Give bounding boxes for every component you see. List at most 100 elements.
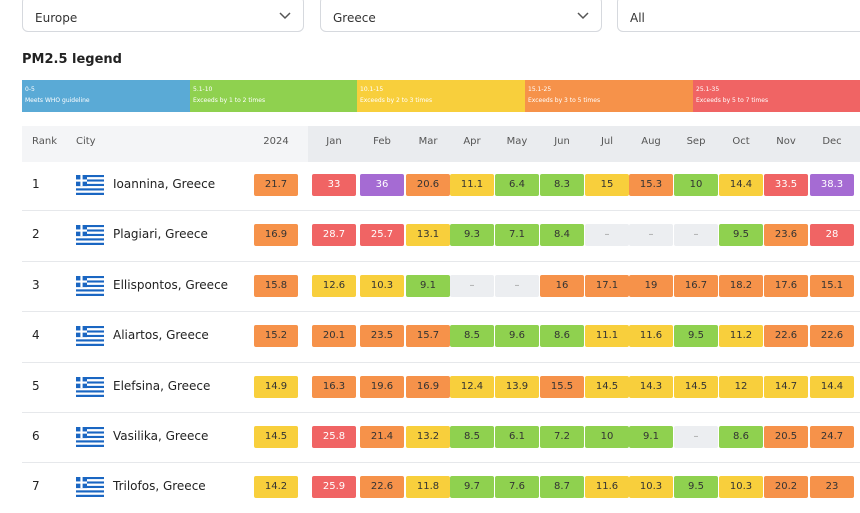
month-value: 7.1 [495, 224, 539, 247]
month-value: 24.7 [810, 426, 854, 448]
annual-value: 15.8 [254, 274, 298, 297]
column-header: Dec [822, 136, 842, 147]
row-divider [22, 210, 860, 212]
month-value: – [585, 224, 629, 247]
month-value: 23.6 [764, 224, 808, 247]
column-header: Feb [373, 136, 391, 147]
month-value: 38.3 [810, 174, 854, 196]
annual-value: 14.2 [254, 476, 298, 499]
city-filter[interactable]: All [617, 0, 860, 32]
legend-range: 5.1-10 [193, 86, 213, 93]
column-header: City [76, 136, 96, 147]
month-value: 36 [360, 174, 404, 196]
column-header: Oct [732, 136, 750, 147]
month-value: 21.4 [360, 426, 404, 448]
row-divider [22, 260, 860, 262]
row-divider [22, 361, 860, 363]
month-value: 28 [810, 224, 854, 247]
annual-value: 21.7 [254, 174, 298, 196]
month-value: 9.6 [495, 325, 539, 348]
month-value: 9.5 [674, 476, 718, 499]
rank: 3 [32, 277, 40, 292]
month-value: 16.9 [406, 375, 450, 398]
month-value: 7.6 [495, 476, 539, 499]
month-value: 7.2 [540, 426, 584, 448]
annual-value: 14.5 [254, 426, 298, 448]
column-header: May [506, 136, 528, 147]
city: Ellispontos, Greece [113, 277, 229, 292]
legend-range: 0-5 [25, 86, 35, 93]
month-value: 20.6 [406, 174, 450, 196]
month-value: 15.1 [810, 274, 854, 297]
month-value: 10.3 [360, 274, 404, 297]
city: Plagiari, Greece [113, 227, 208, 242]
filter-label: All [630, 11, 645, 25]
legend-range: 15.1-25 [528, 86, 552, 93]
legend-description: Exceeds by 5 to 7 times [696, 97, 769, 104]
month-value: 18.2 [719, 274, 763, 297]
annual-value: 16.9 [254, 224, 298, 247]
month-value: 28.7 [312, 224, 356, 247]
month-value: 9.7 [450, 476, 494, 499]
month-value: 10.3 [629, 476, 673, 499]
month-value: 22.6 [764, 325, 808, 348]
legend-item: 10.1-15 Exceeds by 2 to 3 times [357, 80, 525, 112]
month-value: 19 [629, 274, 673, 297]
month-value: 13.1 [406, 224, 450, 247]
month-value: 9.1 [406, 274, 450, 297]
month-value: – [674, 224, 718, 247]
month-value: 23.5 [360, 325, 404, 348]
flag [76, 427, 104, 447]
legend-item: 25.1-35 Exceeds by 5 to 7 times [693, 80, 860, 112]
column-header: Nov [776, 136, 796, 147]
month-value: – [495, 274, 539, 297]
month-value: 8.5 [450, 426, 494, 448]
flag [76, 326, 104, 347]
flag [76, 225, 104, 246]
column-header: Jul [600, 136, 614, 147]
filter-label: Europe [35, 11, 78, 25]
filter-label: Greece [333, 11, 376, 25]
column-header: Aug [641, 136, 661, 147]
month-value: 11.8 [406, 476, 450, 499]
column-header: Jun [554, 136, 570, 147]
city: Trilofos, Greece [113, 479, 206, 494]
column-header: Mar [418, 136, 438, 147]
month-header-bg [308, 126, 860, 162]
rank: 7 [32, 479, 40, 494]
month-value: 14.4 [719, 174, 763, 196]
rank: 1 [32, 177, 40, 191]
month-value: 6.4 [495, 174, 539, 196]
month-value: 14.3 [629, 375, 673, 398]
city: Vasilika, Greece [113, 429, 209, 443]
month-value: – [674, 426, 718, 448]
month-value: 11.6 [629, 325, 673, 348]
month-value: 15 [585, 174, 629, 196]
month-value: 25.8 [312, 426, 356, 448]
month-value: 16 [540, 274, 584, 297]
month-value: 8.6 [719, 426, 763, 448]
chevron [279, 12, 291, 20]
column-header: Rank [32, 136, 57, 147]
month-value: 9.5 [719, 224, 763, 247]
rank: 5 [32, 378, 40, 393]
month-value: 9.1 [629, 426, 673, 448]
country-filter[interactable]: Greece [320, 0, 602, 32]
month-value: 14.7 [764, 375, 808, 398]
month-value: 6.1 [495, 426, 539, 448]
legend-description: Exceeds by 2 to 3 times [360, 97, 433, 104]
month-value: 20.1 [312, 325, 356, 348]
flag [76, 275, 104, 296]
column-header: Jan [326, 136, 342, 147]
legend-description: Exceeds by 1 to 2 times [193, 97, 266, 104]
region-filter[interactable]: Europe [22, 0, 304, 32]
row-divider [22, 462, 860, 464]
flag [76, 376, 104, 397]
month-value: 11.6 [585, 476, 629, 499]
month-value: 10.3 [719, 476, 763, 499]
annual-value: 14.9 [254, 375, 298, 398]
month-value: 16.3 [312, 375, 356, 398]
city: Aliartos, Greece [113, 328, 209, 343]
month-value: 20.2 [764, 476, 808, 499]
month-value: 17.6 [764, 274, 808, 297]
